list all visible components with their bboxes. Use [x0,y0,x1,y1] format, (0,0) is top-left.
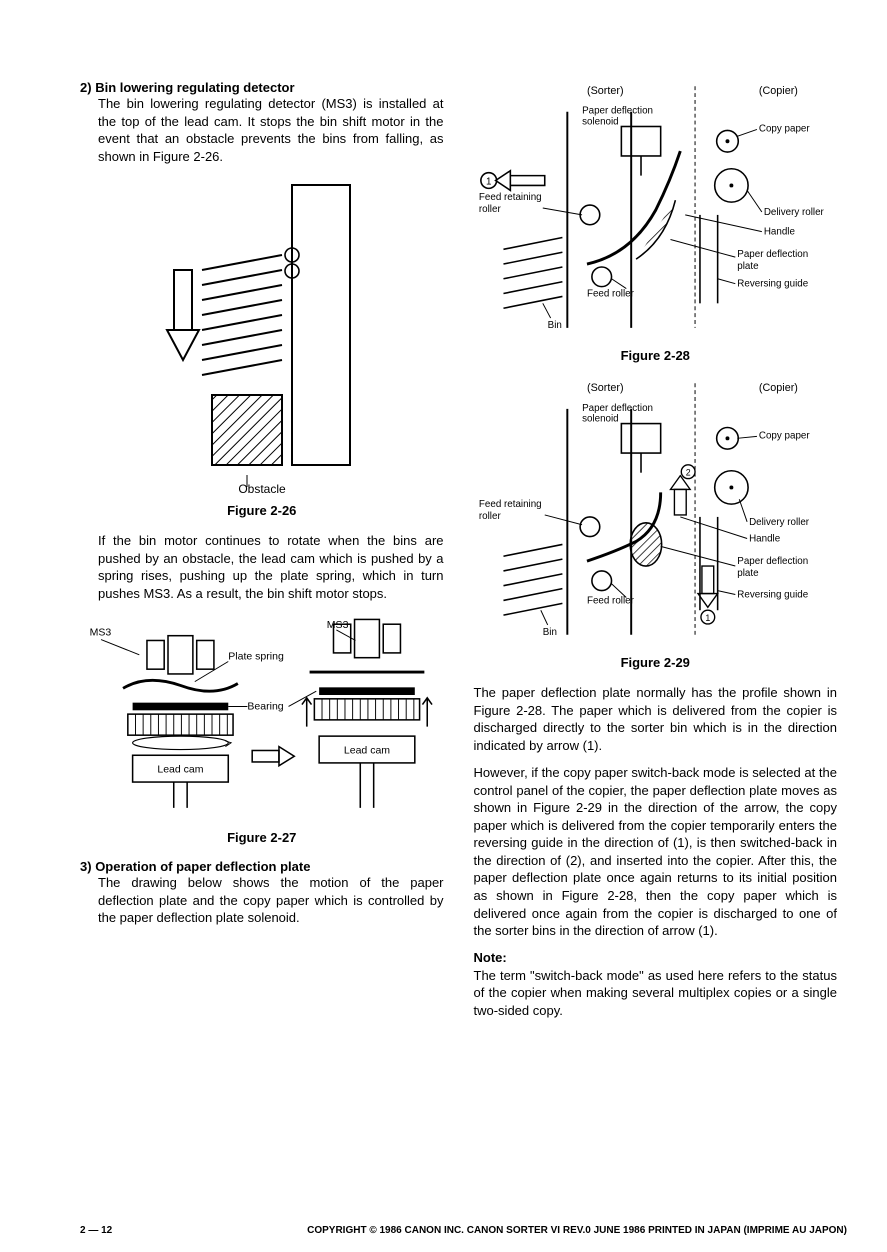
fig27-caption: Figure 2-27 [80,830,444,845]
svg-text:Bin: Bin [547,320,561,331]
svg-text:Paper deflection: Paper deflection [582,106,653,117]
svg-text:1: 1 [705,613,710,623]
svg-text:Lead cam: Lead cam [157,764,203,776]
svg-text:Paper deflection: Paper deflection [737,249,808,260]
svg-text:Bearing: Bearing [247,701,283,713]
note-body: The term "switch-back mode" as used here… [474,967,838,1020]
figure-2-28: (Sorter) (Copier) [474,80,838,340]
footer: 2 — 12 COPYRIGHT © 1986 CANON INC. CANON… [80,1225,847,1236]
right-p1: The paper deflection plate normally has … [474,684,838,754]
svg-text:1: 1 [486,176,491,187]
figure-2-27: Lead cam Lead cam [80,612,444,822]
svg-text:Feed roller: Feed roller [586,288,634,299]
svg-text:(Copier): (Copier) [758,85,797,97]
svg-text:Delivery roller: Delivery roller [749,517,810,528]
right-p2: However, if the copy paper switch-back m… [474,764,838,939]
sec2-num: 2) [80,80,92,95]
note-head: Note: [474,950,838,965]
svg-text:Plate spring: Plate spring [228,651,284,663]
svg-text:Paper deflection: Paper deflection [582,403,653,414]
fig29-caption: Figure 2-29 [474,655,838,670]
fig26-caption: Figure 2-26 [80,503,444,518]
svg-text:solenoid: solenoid [582,117,619,128]
svg-text:Copy paper: Copy paper [758,123,809,134]
section-3: 3) Operation of paper deflection plate T… [80,859,444,927]
svg-text:Lead cam: Lead cam [344,745,390,757]
sec3-title: Operation of paper deflection plate [95,859,310,874]
svg-text:2: 2 [685,468,690,478]
svg-text:plate: plate [737,568,759,579]
left-column: 2) Bin lowering regulating detector The … [80,80,444,1029]
svg-text:Reversing guide: Reversing guide [737,279,808,290]
right-column: (Sorter) (Copier) [474,80,838,1029]
fig26-obstacle: Obstacle [238,482,286,495]
svg-text:Feed retaining: Feed retaining [478,192,541,203]
sec2-title: Bin lowering regulating detector [95,80,294,95]
svg-text:(Copier): (Copier) [758,382,797,394]
sec3-num: 3) [80,859,92,874]
svg-text:MS3: MS3 [327,619,349,631]
figure-2-26: Obstacle [80,175,444,495]
svg-text:Reversing guide: Reversing guide [737,589,808,600]
copyright: COPYRIGHT © 1986 CANON INC. CANON SORTER… [307,1225,847,1236]
svg-text:Bin: Bin [542,627,556,638]
svg-text:Handle: Handle [749,533,781,544]
sec3-p1: The drawing below shows the motion of th… [98,874,444,927]
svg-text:(Sorter): (Sorter) [586,85,623,97]
svg-text:Paper deflection: Paper deflection [737,556,808,567]
svg-text:Feed retaining: Feed retaining [478,499,541,510]
figure-2-29: (Sorter) (Copier) [474,377,838,647]
svg-text:Delivery roller: Delivery roller [763,207,824,218]
svg-text:Feed roller: Feed roller [586,595,634,606]
svg-text:(Sorter): (Sorter) [586,382,623,394]
svg-text:MS3: MS3 [90,627,112,639]
sec2-p2: If the bin motor continues to rotate whe… [98,532,444,602]
svg-text:Handle: Handle [763,227,795,238]
svg-text:Copy paper: Copy paper [758,430,809,441]
svg-text:plate: plate [737,261,759,272]
fig28-caption: Figure 2-28 [474,348,838,363]
page-number: 2 — 12 [80,1225,112,1236]
section-2: 2) Bin lowering regulating detector The … [80,80,444,165]
page: 2) Bin lowering regulating detector The … [0,0,887,1069]
svg-text:solenoid: solenoid [582,414,619,425]
svg-text:roller: roller [478,511,501,522]
svg-text:roller: roller [478,204,501,215]
sec2-p1: The bin lowering regulating detector (MS… [98,95,444,165]
